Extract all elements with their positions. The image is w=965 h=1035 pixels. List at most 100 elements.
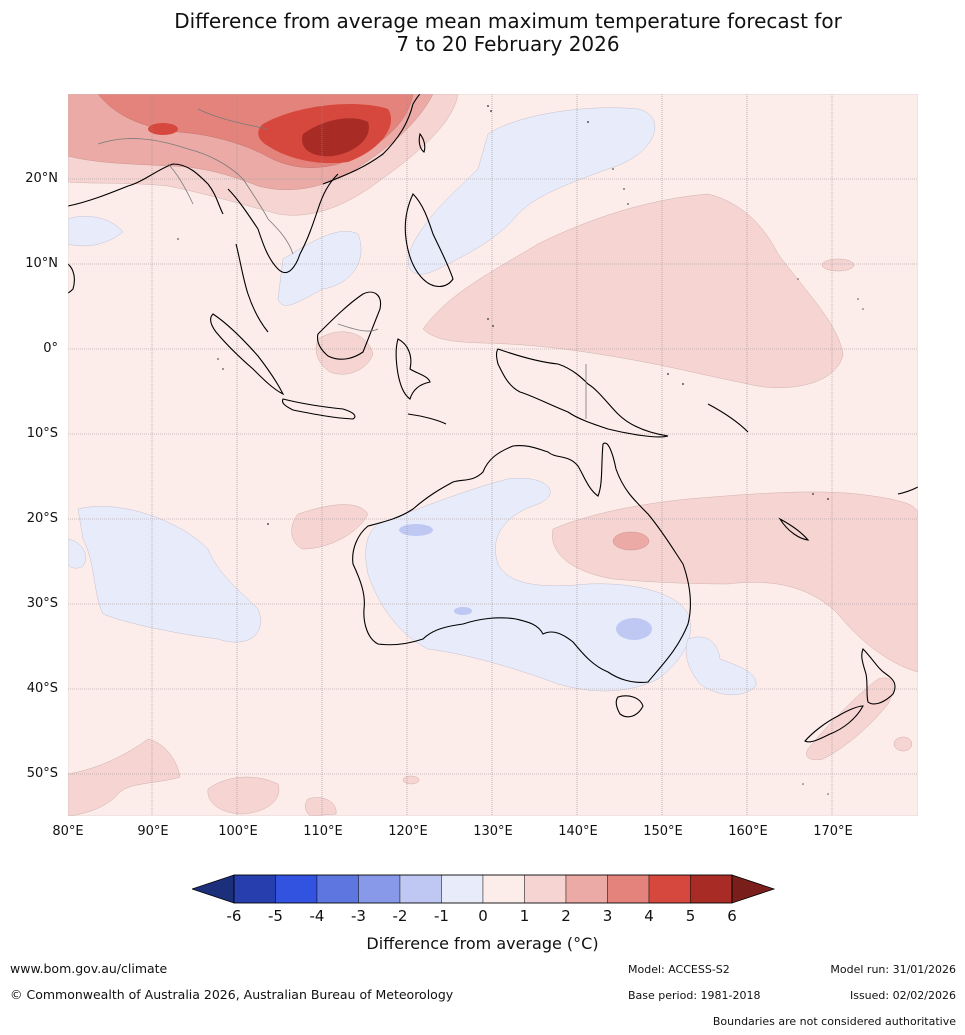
coast-new-zealand-north xyxy=(861,648,896,705)
colorbar-tick-label: 6 xyxy=(727,907,737,925)
coast-south-china xyxy=(322,94,421,185)
cool-region-indian-ocean xyxy=(77,506,261,643)
cool-region-tasman xyxy=(685,636,757,695)
colorbar-tick-label: 4 xyxy=(644,907,654,925)
gridlines xyxy=(68,94,918,816)
colorbar-cell xyxy=(565,874,608,904)
coast-sulawesi xyxy=(395,338,431,400)
warm-region-pacific xyxy=(422,193,844,388)
colorbar-tick-label: -6 xyxy=(226,907,242,925)
cool-spot-nsw xyxy=(616,618,652,640)
cool-region-indian-west-edge xyxy=(68,538,86,569)
colorbar-cell xyxy=(482,874,525,904)
warm-region-south-indian-2 xyxy=(207,776,280,815)
warm-spot-himalaya xyxy=(148,123,178,135)
footer-issued: Issued: 02/02/2026 xyxy=(849,989,956,1002)
cool-region-west-indian xyxy=(68,216,124,247)
colorbar-tick-label: 2 xyxy=(561,907,571,925)
coast-india-bay xyxy=(68,163,224,215)
colorbar-tick-label: -1 xyxy=(434,907,449,925)
lat-label-10n: 10°N xyxy=(25,256,58,271)
warm-region-nz xyxy=(806,677,894,761)
coast-solomons xyxy=(707,403,749,433)
colorbar-tick-label: -3 xyxy=(351,907,366,925)
lon-label-130e: 130°E xyxy=(473,824,513,839)
warm-region-asia-5 xyxy=(302,118,369,157)
warm-spot-central-aus xyxy=(612,531,650,551)
coast-taiwan xyxy=(418,132,426,153)
warm-spot-far-south xyxy=(402,775,420,785)
colorbar-tick-label: 3 xyxy=(602,907,613,925)
footer-model: Model: ACCESS-S2 xyxy=(628,963,730,976)
cool-spot-sa xyxy=(454,607,472,615)
small-islands xyxy=(177,105,864,795)
colorbar-under-arrow xyxy=(192,874,235,904)
cool-spot-wa xyxy=(399,524,433,536)
colorbar-tick-label: 0 xyxy=(478,907,488,925)
colorbar-cell xyxy=(399,874,442,904)
warm-spot-tasman xyxy=(893,736,913,752)
map-title-line2: 7 to 20 February 2026 xyxy=(396,32,620,56)
lon-label-140e: 140°E xyxy=(558,824,598,839)
coast-malay-peninsula xyxy=(235,243,269,333)
colorbar-tick-label: 5 xyxy=(685,907,696,925)
coast-fiji xyxy=(897,486,918,495)
coast-sri-lanka xyxy=(68,263,75,294)
coast-tasmania xyxy=(615,695,644,718)
cool-region-indochina xyxy=(277,231,362,306)
colorbar-label: Difference from average (°C) xyxy=(366,934,599,953)
warm-region-south-indian-3 xyxy=(305,797,337,816)
borders xyxy=(97,108,587,419)
coast-indochina xyxy=(227,173,339,274)
lon-label-90e: 90°E xyxy=(137,824,169,839)
footer-copyright: © Commonwealth of Australia 2026, Austra… xyxy=(10,987,454,1002)
colorbar-over-arrow xyxy=(731,874,776,904)
lat-label-20s: 20°S xyxy=(26,511,58,526)
coast-sumatra xyxy=(210,313,285,396)
colorbar-cell xyxy=(524,874,567,904)
coast-new-guinea xyxy=(495,348,669,438)
colorbar-tick-label: -5 xyxy=(268,907,283,925)
map-title-line1: Difference from average mean maximum tem… xyxy=(174,9,842,33)
colorbar xyxy=(192,874,776,904)
coast-new-caledonia xyxy=(778,517,810,541)
colorbar-cell xyxy=(607,874,650,904)
colorbar-cell xyxy=(441,874,484,904)
lon-label-120e: 120°E xyxy=(388,824,428,839)
footer-website[interactable]: www.bom.gov.au/climate xyxy=(10,961,168,976)
lon-label-170e: 170°E xyxy=(813,824,853,839)
coast-java xyxy=(281,398,356,420)
lat-label-50s: 50°S xyxy=(26,766,58,781)
colorbar-cell xyxy=(316,874,359,904)
footer-model-run: Model run: 31/01/2026 xyxy=(830,963,956,976)
coast-philippines xyxy=(404,193,454,288)
lat-label-20n: 20°N xyxy=(25,171,58,186)
lat-label-10s: 10°S xyxy=(26,426,58,441)
lat-label-40s: 40°S xyxy=(26,681,58,696)
colorbar-tick-label: 1 xyxy=(519,907,530,925)
lat-label-30s: 30°S xyxy=(26,596,58,611)
lon-label-100e: 100°E xyxy=(218,824,258,839)
forecast-map xyxy=(68,94,918,816)
colorbar-cell xyxy=(233,874,276,904)
warm-region-nw-aus xyxy=(291,504,369,550)
colorbar-cell xyxy=(648,874,691,904)
lon-label-110e: 110°E xyxy=(303,824,343,839)
lat-label-0: 0° xyxy=(43,341,58,356)
colorbar-tick-label: -4 xyxy=(309,907,325,925)
cool-region-philippines-sea xyxy=(408,107,655,275)
lon-label-80e: 80°E xyxy=(52,824,84,839)
lon-label-160e: 160°E xyxy=(728,824,768,839)
coast-australia xyxy=(352,442,692,683)
colorbar-tick-label: -2 xyxy=(392,907,408,925)
lon-label-150e: 150°E xyxy=(643,824,683,839)
coastlines xyxy=(68,94,918,743)
warm-spot-pacific xyxy=(821,258,855,272)
colorbar-cell xyxy=(690,874,733,904)
colorbar-cell xyxy=(358,874,401,904)
footer-base-period: Base period: 1981-2018 xyxy=(628,989,761,1002)
colorbar-cell xyxy=(275,874,318,904)
cool-region-australia xyxy=(365,478,691,692)
warm-region-borneo xyxy=(315,331,374,375)
footer-disclaimer: Boundaries are not considered authoritat… xyxy=(712,1015,956,1028)
